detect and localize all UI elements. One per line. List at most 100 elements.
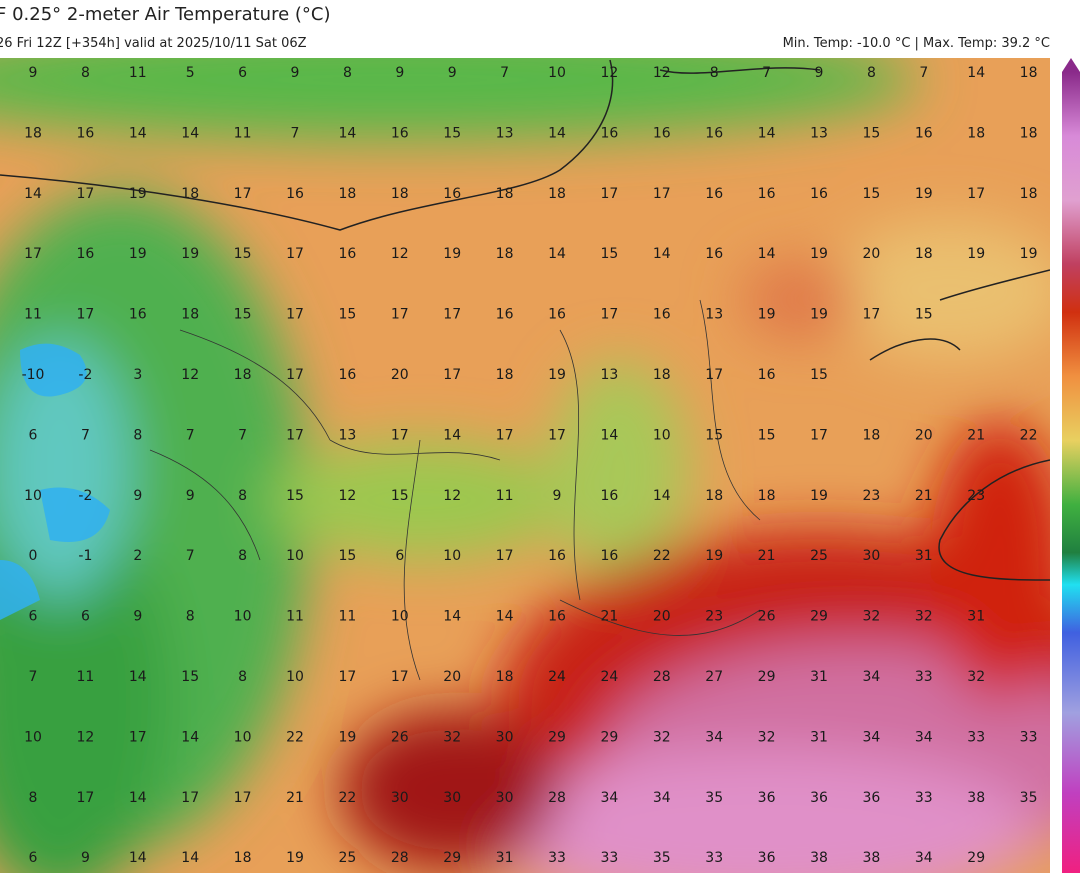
temperature-label: 16	[286, 186, 304, 202]
temperature-label: 29	[548, 729, 566, 745]
temperature-label: 28	[653, 669, 671, 685]
temperature-label: 38	[810, 850, 828, 866]
temperature-label: 9	[291, 65, 300, 81]
temperature-label: 18	[391, 186, 409, 202]
temperature-label: 18	[862, 427, 880, 443]
temperature-label: 16	[600, 548, 618, 564]
temperature-label: 10	[548, 65, 566, 81]
temperature-label: 16	[600, 488, 618, 504]
temperature-label: 14	[496, 609, 514, 625]
temperature-label: 33	[705, 850, 723, 866]
colorbar	[1062, 72, 1080, 873]
temperature-label: 7	[186, 427, 195, 443]
temperature-label: 18	[1020, 65, 1038, 81]
temperature-label: 33	[600, 850, 618, 866]
temperature-label: 15	[862, 125, 880, 141]
temperature-label: 14	[181, 729, 199, 745]
temperature-label: 17	[24, 246, 42, 262]
temperature-label: 15	[338, 548, 356, 564]
temperature-label: 9	[553, 488, 562, 504]
temperature-label: 17	[862, 307, 880, 323]
temperature-label: 6	[395, 548, 404, 564]
temperature-label: 7	[186, 548, 195, 564]
temperature-label: 14	[338, 125, 356, 141]
temperature-label: 16	[391, 125, 409, 141]
temperature-label: 8	[867, 65, 876, 81]
temperature-label: 17	[600, 186, 618, 202]
temperature-label: 14	[181, 850, 199, 866]
colorbar-arrow	[1062, 58, 1080, 72]
temperature-label: 23	[705, 609, 723, 625]
temperature-label: 16	[705, 186, 723, 202]
temperature-label: 8	[238, 488, 247, 504]
temperature-label: 9	[133, 488, 142, 504]
temperature-label: 36	[810, 790, 828, 806]
temperature-label: 13	[496, 125, 514, 141]
temperature-label: 19	[758, 307, 776, 323]
temperature-label: 18	[1020, 186, 1038, 202]
temperature-label: 11	[286, 609, 304, 625]
temperature-label: 16	[496, 307, 514, 323]
temperature-label: 3	[133, 367, 142, 383]
temperature-label: 16	[705, 125, 723, 141]
temperature-label: 35	[653, 850, 671, 866]
temperature-label: 15	[758, 427, 776, 443]
temperature-label: 17	[391, 669, 409, 685]
temperature-label: 28	[548, 790, 566, 806]
temperature-label: 16	[758, 186, 776, 202]
temperature-label: 20	[653, 609, 671, 625]
temperature-label: 18	[234, 367, 252, 383]
temperature-label: 35	[1020, 790, 1038, 806]
temperature-label: 15	[338, 307, 356, 323]
temperature-label: 10	[391, 609, 409, 625]
temperature-label: 10	[234, 729, 252, 745]
temperature-label: 34	[705, 729, 723, 745]
temperature-label: 36	[862, 790, 880, 806]
temperature-label: 19	[1020, 246, 1038, 262]
temperature-label: 16	[338, 246, 356, 262]
temperature-label: 14	[129, 669, 147, 685]
temperature-label: 35	[705, 790, 723, 806]
temperature-label: 17	[496, 427, 514, 443]
temperature-label: 18	[915, 246, 933, 262]
temperature-label: 16	[653, 307, 671, 323]
temperature-label: 23	[862, 488, 880, 504]
extremes: Min. Temp: -10.0 °C | Max. Temp: 39.2 °C	[782, 36, 1050, 51]
temperature-label: 17	[967, 186, 985, 202]
temperature-label: 14	[24, 186, 42, 202]
temperature-label: -2	[78, 367, 92, 383]
temperature-label: 18	[758, 488, 776, 504]
temperature-label: 14	[967, 65, 985, 81]
temperature-label: 7	[238, 427, 247, 443]
temperature-label: 33	[967, 729, 985, 745]
temperature-label: 22	[1020, 427, 1038, 443]
temperature-label: 17	[286, 246, 304, 262]
temperature-label: 32	[443, 729, 461, 745]
temperature-label: 33	[1020, 729, 1038, 745]
temperature-label: 11	[24, 307, 42, 323]
title: F 0.25° 2-meter Air Temperature (°C)	[0, 4, 331, 25]
temperature-label: 14	[129, 790, 147, 806]
temperature-label: 11	[338, 609, 356, 625]
temperature-label: 19	[810, 488, 828, 504]
temperature-label: 19	[338, 729, 356, 745]
temperature-label: 19	[443, 246, 461, 262]
temperature-label: 30	[391, 790, 409, 806]
temperature-label: 16	[338, 367, 356, 383]
temperature-label: 21	[600, 609, 618, 625]
temperature-label: 17	[129, 729, 147, 745]
temperature-label: 38	[862, 850, 880, 866]
temperature-label: 17	[286, 367, 304, 383]
temperature-label: 31	[496, 850, 514, 866]
temperature-label: 17	[181, 790, 199, 806]
temperature-label: 7	[762, 65, 771, 81]
temperature-label: 19	[548, 367, 566, 383]
temperature-label: 15	[391, 488, 409, 504]
temperature-label: 16	[758, 367, 776, 383]
temperature-label: 18	[496, 367, 514, 383]
temperature-label: 14	[548, 246, 566, 262]
temperature-label: 21	[758, 548, 776, 564]
temperature-label: 14	[600, 427, 618, 443]
temperature-label: 15	[810, 367, 828, 383]
temperature-label: 17	[600, 307, 618, 323]
